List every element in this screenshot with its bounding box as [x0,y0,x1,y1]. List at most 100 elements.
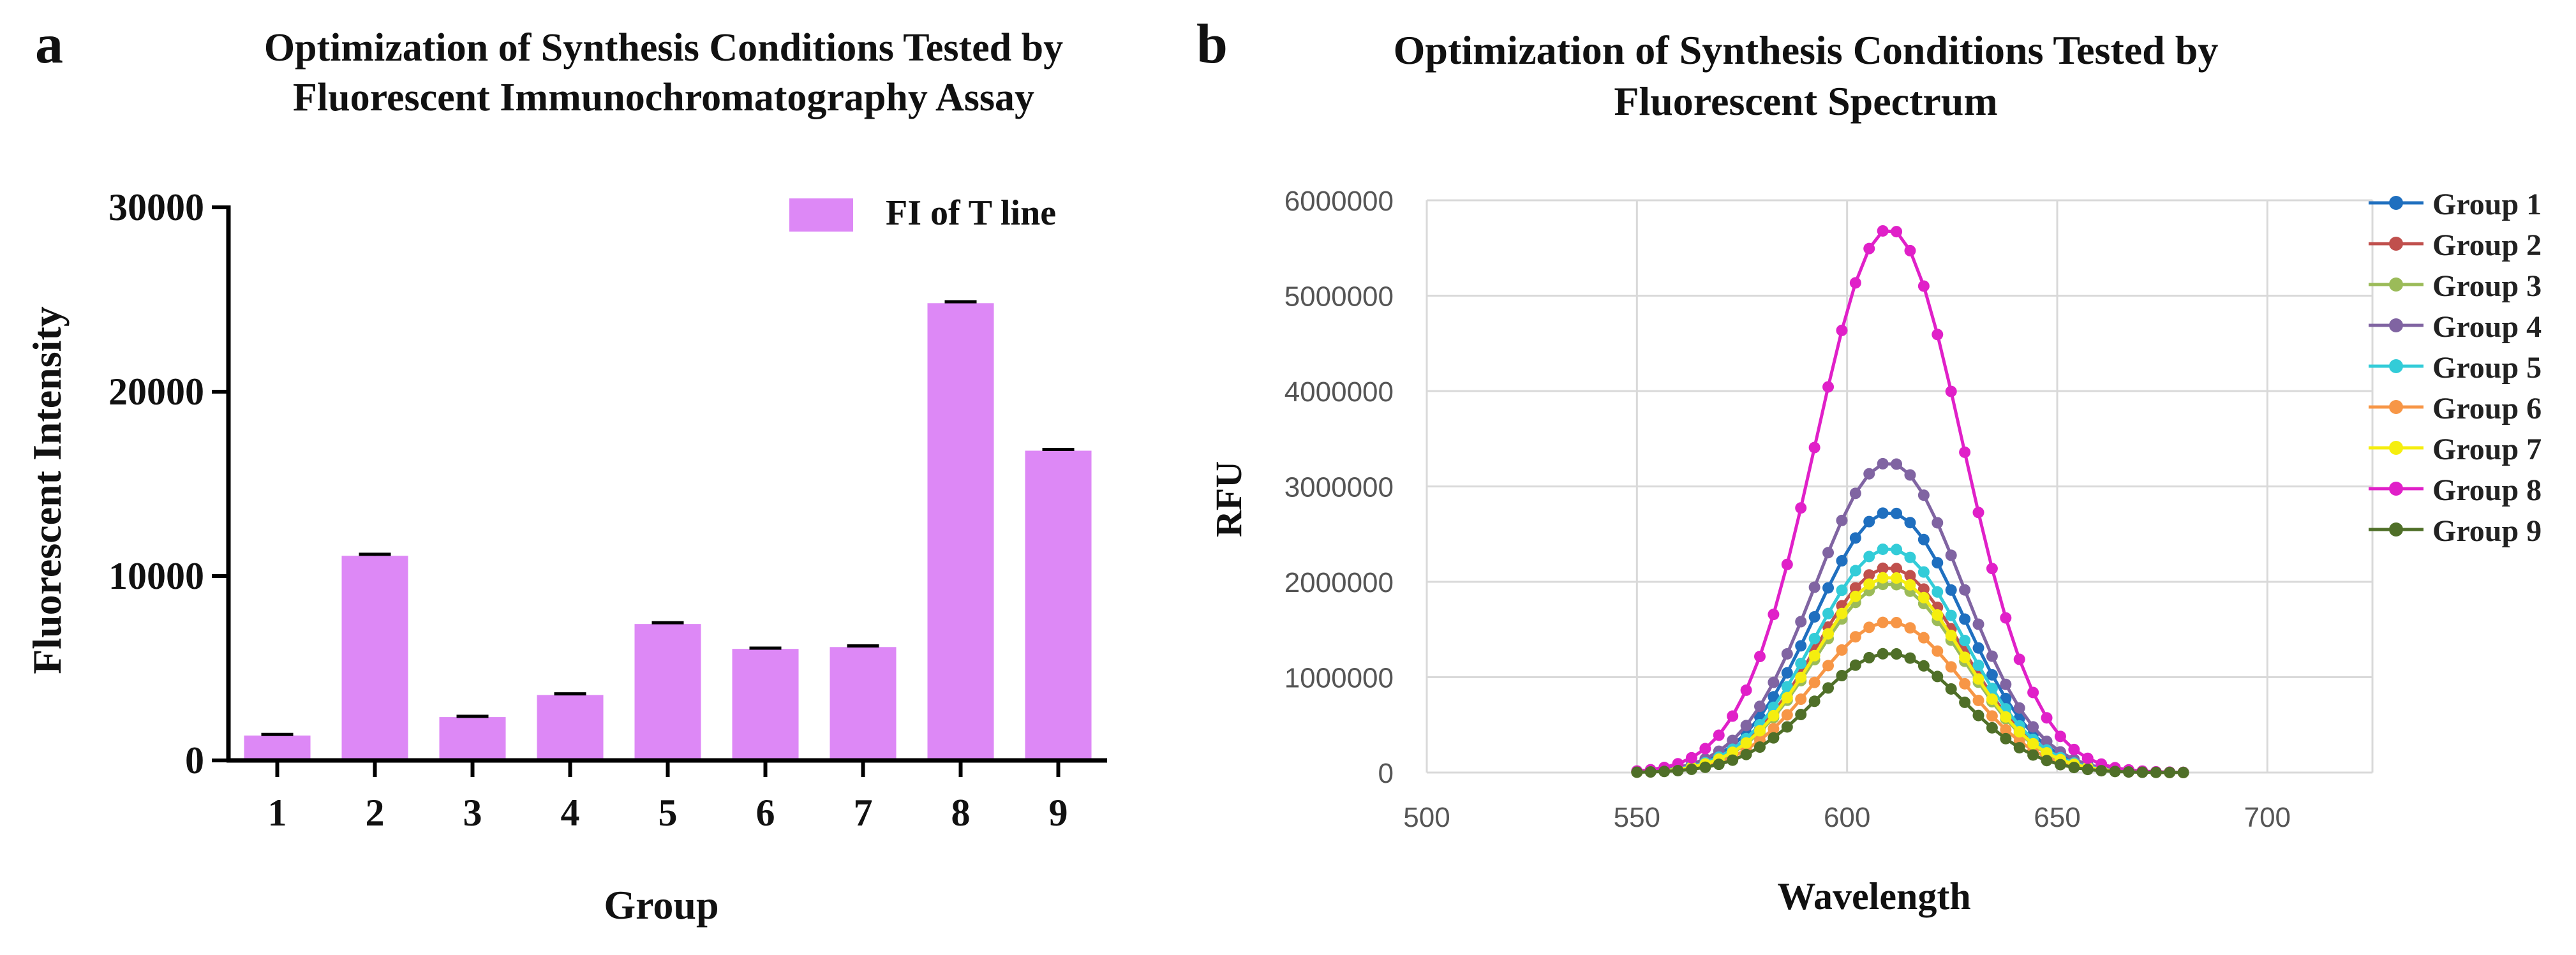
x-tick-label: 1 [268,792,287,834]
y-tick-label: 5000000 [1284,281,1394,313]
data-point [2041,736,2053,748]
data-point [1986,722,1998,734]
data-point [1795,640,1807,652]
data-point [1808,611,1820,623]
bar [927,303,994,760]
legend-swatch [789,198,853,232]
data-point [1959,634,1971,646]
data-point [1808,695,1820,707]
data-point [1768,723,1780,735]
data-point [1917,660,1930,672]
data-point [1685,763,1697,775]
data-point [2027,721,2039,733]
series-line [1637,229,2184,774]
data-point [1836,514,1848,526]
data-point [1740,684,1752,696]
data-point [1945,661,1957,673]
panel-label: b [1196,13,1228,75]
legend-marker [2389,359,2403,373]
data-point [1917,566,1930,578]
data-point [2013,742,2025,754]
data-point [2013,702,2025,714]
data-point [2027,749,2039,761]
data-point [2068,743,2080,755]
legend-marker [2389,400,2403,414]
data-point [1795,693,1807,706]
data-point [1849,565,1861,577]
data-point [1986,650,1998,662]
data-point [1781,648,1793,660]
data-point [1822,660,1835,672]
data-point [1986,693,1998,705]
data-point [1768,691,1780,703]
y-axis-label: RFU [1208,461,1249,537]
data-point [1863,551,1875,563]
data-point [1727,746,1739,759]
data-point [1891,544,1903,556]
bar [830,647,897,760]
data-point [1932,670,1944,683]
legend-label: Group 9 [2432,514,2542,548]
data-point [1904,517,1916,529]
data-point [1986,683,1998,695]
legend-label: Group 1 [2432,188,2542,221]
y-axis-label: Fluorescent Intensity [24,306,70,674]
data-point [2000,711,2012,723]
series-line [1637,582,2184,774]
data-point [2027,686,2039,699]
data-point [1849,582,1861,594]
data-point [2054,759,2066,771]
y-tick-label: 20000 [108,371,204,413]
data-point [1768,609,1780,621]
data-point [1959,677,1971,690]
data-point [1863,578,1875,590]
data-point [1753,700,1766,713]
data-point [1699,761,1711,773]
data-point [2000,612,2012,624]
y-tick-label: 4000000 [1284,376,1394,408]
data-point [1959,584,1971,596]
chart-title-line: Fluorescent Immunochromatography Assay [293,76,1034,119]
series-line [1637,576,2184,774]
data-point [1836,607,1848,619]
data-point [1836,555,1848,567]
data-point [1972,673,1984,685]
data-point [1986,669,1998,681]
data-point [1891,458,1903,470]
data-point [1822,547,1835,559]
x-tick-label: 550 [1614,802,1660,833]
y-tick-label: 1000000 [1284,663,1394,694]
legend-marker [2389,196,2403,210]
data-point [1753,651,1766,663]
data-point [1932,517,1944,529]
x-tick-label: 700 [2244,802,2291,833]
data-point [1891,572,1903,584]
y-tick-label: 3000000 [1284,472,1394,503]
data-point [1727,754,1739,766]
x-tick-label: 4 [561,792,580,834]
y-tick-label: 6000000 [1284,186,1394,217]
data-point [1972,709,1984,722]
data-point [2041,755,2053,767]
bar [732,649,799,760]
data-point [1795,709,1807,721]
data-point [1932,609,1944,621]
data-point [1877,225,1889,237]
data-point [1972,618,1984,630]
data-point [1795,671,1807,683]
data-point [1877,562,1889,574]
data-point [1822,607,1835,619]
legend-marker [2389,278,2403,292]
data-point [1753,741,1766,753]
data-point [1932,557,1944,569]
data-point [1849,532,1861,544]
data-point [2013,653,2025,665]
data-point [1781,681,1793,693]
legend-label: Group 3 [2432,269,2542,303]
data-point [1808,632,1820,644]
y-tick-label: 0 [185,739,204,781]
series-line [1637,566,2184,774]
x-tick-label: 600 [1824,802,1870,833]
data-point [1945,630,1957,642]
data-point [1945,549,1957,561]
